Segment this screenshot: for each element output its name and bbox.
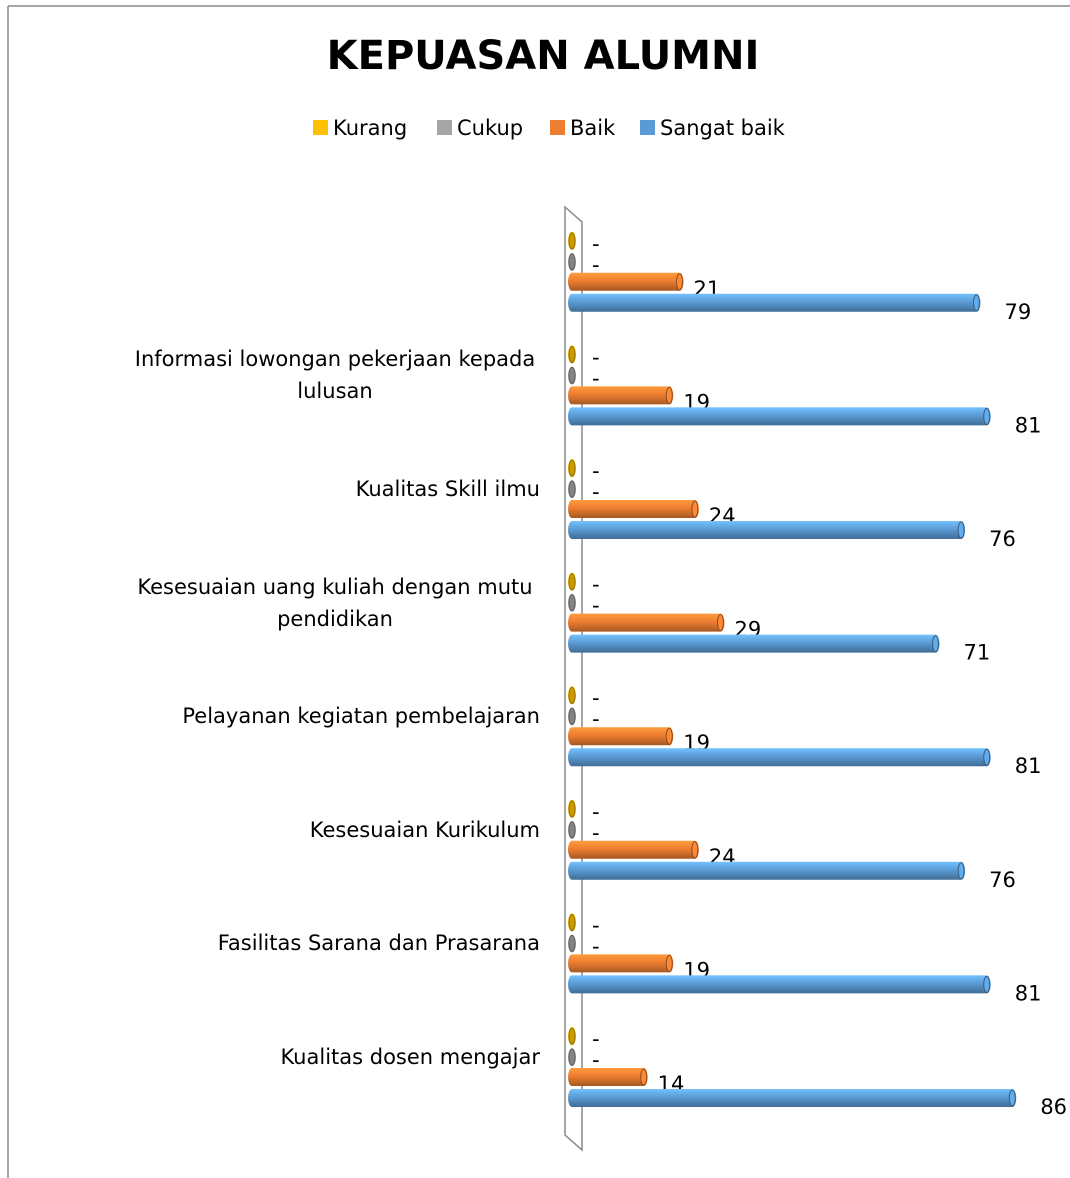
legend-label: Kurang xyxy=(333,116,407,140)
data-label: - xyxy=(592,800,600,824)
category-label: Kualitas Skill ilmu xyxy=(355,477,540,501)
data-label: - xyxy=(592,686,600,710)
data-label: 79 xyxy=(1004,300,1031,324)
bar-cap xyxy=(568,366,576,384)
bar-cap xyxy=(568,686,576,704)
bar-cap xyxy=(983,975,991,993)
bar xyxy=(568,975,991,994)
legend-label: Baik xyxy=(570,116,616,140)
bar xyxy=(568,861,966,880)
bar-cap xyxy=(665,727,673,745)
data-label: 81 xyxy=(1015,413,1042,437)
data-label: - xyxy=(592,232,600,256)
bar-cap xyxy=(568,459,576,477)
bar-cap xyxy=(568,707,576,725)
data-label: - xyxy=(592,1027,600,1051)
bar-cap xyxy=(640,1068,648,1086)
legend-label: Cukup xyxy=(457,116,523,140)
bar xyxy=(568,521,966,539)
category-label: Kualitas dosen mengajar xyxy=(280,1045,540,1069)
category-label: Fasilitas Sarana dan Prasarana xyxy=(217,931,540,956)
data-label: - xyxy=(592,594,600,618)
legend-swatch xyxy=(550,120,565,135)
bar xyxy=(568,386,674,405)
plot-wall xyxy=(564,205,583,1152)
legend-swatch xyxy=(313,120,328,135)
data-label: 81 xyxy=(1015,754,1042,778)
bar-cap xyxy=(932,635,940,653)
bar-cap xyxy=(568,821,576,839)
data-label: - xyxy=(592,345,600,369)
bar-cap xyxy=(568,1027,576,1045)
bar-cap xyxy=(691,841,699,859)
bar-cap xyxy=(676,273,684,291)
bar-cap xyxy=(665,954,673,972)
data-label: - xyxy=(592,934,600,958)
bar xyxy=(568,1068,648,1086)
bar-cap xyxy=(691,500,699,518)
bar-cap xyxy=(665,386,673,404)
bar xyxy=(568,840,699,859)
bar xyxy=(568,613,725,632)
bar-cap xyxy=(568,232,576,250)
data-label: - xyxy=(592,1048,600,1072)
bar-cap xyxy=(983,748,991,766)
data-label: 71 xyxy=(964,641,991,665)
category-label: Kesesuaian uang kuliah dengan mutu pendi… xyxy=(137,574,533,631)
bar-cap xyxy=(957,862,965,880)
bar xyxy=(568,727,674,746)
bar-cap xyxy=(957,521,965,539)
data-label: - xyxy=(592,821,600,845)
bar xyxy=(568,1089,1017,1107)
data-label: - xyxy=(592,366,600,390)
category-label: Pelayanan kegiatan pembelajaran xyxy=(182,704,540,729)
category-label: Kesesuaian Kurikulum xyxy=(309,817,540,842)
category-label: Informasi lowongan pekerjaan kepada lulu… xyxy=(134,347,536,404)
bar-cap xyxy=(568,253,576,271)
bar-cap xyxy=(972,294,980,312)
chart-title: KEPUASAN ALUMNI xyxy=(327,33,760,79)
data-label: 76 xyxy=(989,868,1016,892)
data-label: - xyxy=(592,707,600,731)
bar-cap xyxy=(1008,1089,1016,1107)
bar xyxy=(568,407,991,426)
bar-cap xyxy=(716,614,724,632)
legend-swatch xyxy=(437,120,452,135)
bar-cap xyxy=(568,594,576,612)
data-label: 76 xyxy=(989,527,1016,551)
bar-cap xyxy=(568,800,576,818)
data-label: - xyxy=(592,573,600,597)
bar-cap xyxy=(983,407,991,425)
bar-cap xyxy=(568,480,576,498)
bar xyxy=(568,634,940,653)
bar xyxy=(568,272,684,291)
data-label: - xyxy=(592,913,600,937)
data-label: 81 xyxy=(1015,981,1042,1005)
bar xyxy=(568,500,699,518)
bar xyxy=(568,293,981,312)
bar xyxy=(568,954,674,973)
bar xyxy=(568,748,991,767)
data-label: 86 xyxy=(1040,1095,1067,1119)
data-label: - xyxy=(592,253,600,277)
bar-cap xyxy=(568,1048,576,1066)
bar-cap xyxy=(568,573,576,591)
bar-cap xyxy=(568,913,576,931)
data-label: - xyxy=(592,459,600,483)
legend-label: Sangat baik xyxy=(660,116,786,140)
data-label: - xyxy=(592,480,600,504)
legend-swatch xyxy=(640,120,655,135)
bar-cap xyxy=(568,934,576,952)
bar-cap xyxy=(568,345,576,363)
